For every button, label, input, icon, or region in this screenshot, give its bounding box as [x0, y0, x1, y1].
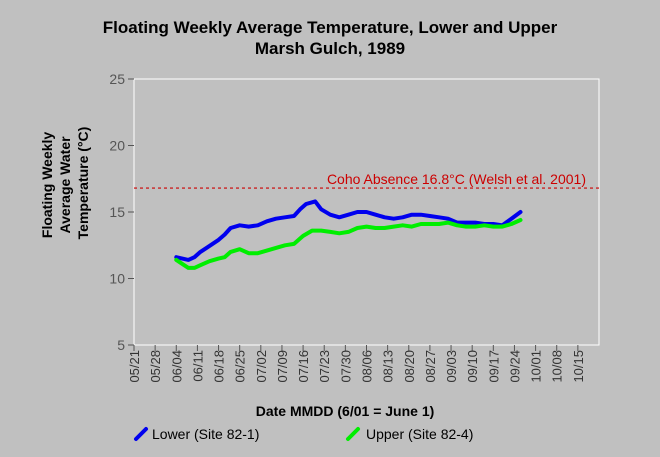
legend-swatch-lower — [134, 427, 148, 441]
x-tick-label: 08/13 — [381, 350, 396, 383]
x-tick-label: 07/23 — [317, 350, 332, 383]
y-axis-label-line2: Average Water — [57, 136, 73, 234]
y-tick-label: 10 — [109, 271, 125, 287]
series-layer — [174, 199, 523, 270]
series-line-upper — [174, 218, 523, 270]
y-tick-label: 20 — [109, 138, 125, 154]
x-tick-label: 10/08 — [550, 350, 565, 383]
y-axis-label-line3: Temperature (°C) — [75, 127, 91, 240]
x-tick-label: 08/20 — [402, 350, 417, 383]
x-tick-label: 06/18 — [212, 350, 227, 383]
chart-title-line1: Floating Weekly Average Temperature, Low… — [103, 18, 558, 37]
x-tick-label: 09/24 — [507, 350, 522, 383]
legend: Lower (Site 82-1) Upper (Site 82-4) — [134, 426, 473, 442]
y-tick-label: 5 — [117, 337, 125, 353]
legend-label-lower: Lower (Site 82-1) — [152, 426, 259, 442]
x-tick-label: 09/03 — [444, 350, 459, 383]
x-tick-label: 07/02 — [254, 350, 269, 383]
legend-swatch-upper — [346, 427, 360, 441]
x-tick-label: 06/25 — [233, 350, 248, 383]
x-tick-label: 10/15 — [571, 350, 586, 383]
y-axis-label-line1: Floating Weekly — [39, 132, 55, 239]
x-tick-label: 08/27 — [423, 350, 438, 383]
y-axis: 5 10 15 20 25 — [109, 71, 134, 353]
x-tick-label: 07/30 — [338, 350, 353, 383]
x-axis: 05/21 05/28 06/04 06/11 06/18 06/25 07/02 07/09… — [127, 345, 586, 383]
chart-title-line2: Marsh Gulch, 1989 — [255, 39, 405, 58]
legend-label-upper: Upper (Site 82-4) — [366, 426, 473, 442]
x-tick-label: 07/09 — [275, 350, 290, 383]
x-tick-label: 07/16 — [296, 350, 311, 383]
x-tick-label: 06/04 — [169, 350, 184, 383]
y-tick-label: 15 — [109, 204, 125, 220]
x-tick-label: 09/10 — [465, 350, 480, 383]
x-tick-label: 05/28 — [148, 350, 163, 383]
x-axis-label: Date MMDD (6/01 = June 1) — [256, 403, 435, 419]
x-tick-label: 10/01 — [529, 350, 544, 383]
x-tick-label: 05/21 — [127, 350, 142, 383]
series-line-lower — [174, 199, 523, 262]
coho-threshold-label: Coho Absence 16.8°C (Welsh et al. 2001) — [327, 171, 586, 187]
y-axis-label: Floating Weekly Average Water Temperatur… — [39, 127, 91, 240]
x-tick-label: 09/17 — [486, 350, 501, 383]
y-tick-label: 25 — [109, 71, 125, 87]
x-tick-label: 08/06 — [360, 350, 375, 383]
x-tick-label: 06/11 — [190, 350, 205, 382]
